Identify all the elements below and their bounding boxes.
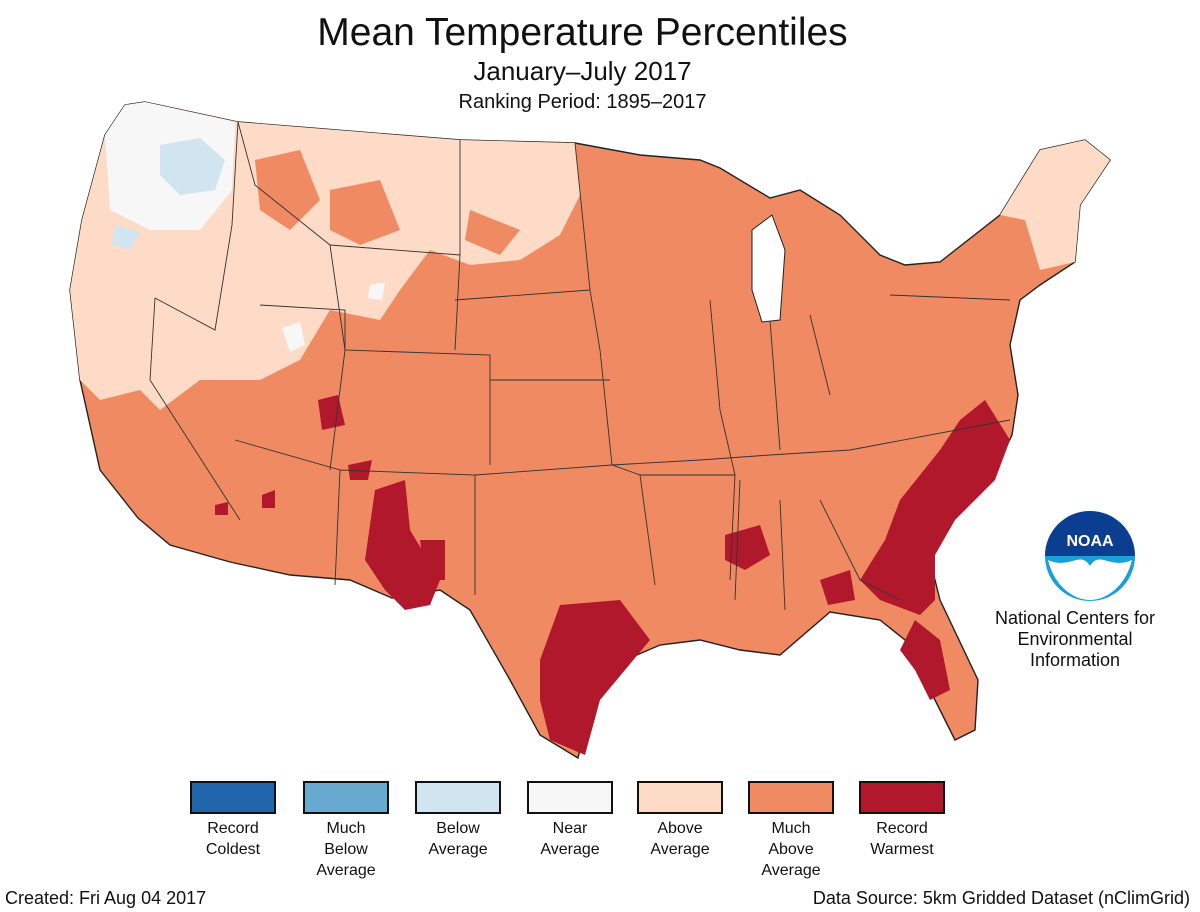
noaa-logo: NOAA	[1045, 511, 1135, 601]
lake-michigan	[751, 214, 786, 323]
much-above-patch-montana	[255, 150, 520, 255]
legend-item-below-average: Below Average	[415, 781, 501, 860]
legend-label: Much Above Average	[761, 820, 821, 879]
above-average-region-northeast	[1000, 140, 1110, 270]
legend-swatch	[415, 781, 501, 814]
legend-swatch	[527, 781, 613, 814]
legend-label: Record Coldest	[205, 820, 261, 858]
record-warmest-southeast	[860, 400, 1010, 615]
map-period: January–July 2017	[473, 56, 692, 86]
noaa-logo-text: NOAA	[1066, 533, 1114, 550]
legend-item-much-above-average: Much Above Average	[748, 781, 834, 881]
legend-item-near-average: Near Average	[527, 781, 613, 860]
below-average-patch-washington	[112, 138, 225, 250]
legend-label: Record Warmest	[870, 820, 934, 858]
legend-swatch	[303, 781, 389, 814]
created-date: Created: Fri Aug 04 2017	[5, 888, 207, 908]
legend-item-record-warmest: Record Warmest	[859, 781, 945, 860]
legend: Record Coldest Much Below Average Below …	[0, 781, 1200, 881]
legend-item-record-coldest: Record Coldest	[190, 781, 276, 860]
legend-label: Much Below Average	[316, 820, 376, 879]
legend-item-above-average: Above Average	[637, 781, 723, 860]
ranking-period: Ranking Period: 1895–2017	[458, 91, 707, 113]
legend-swatch	[637, 781, 723, 814]
state-boundaries	[149, 121, 1011, 611]
us-temperature-map	[69, 101, 1111, 760]
record-warmest-southwest-patches	[215, 395, 372, 515]
legend-label: Near Average	[540, 820, 600, 858]
legend-item-much-below-average: Much Below Average	[303, 781, 389, 881]
organization-name: National Centers for Environmental Infor…	[994, 608, 1156, 670]
record-warmest-west-texas	[365, 480, 445, 610]
legend-swatch	[859, 781, 945, 814]
record-warmest-gulf	[725, 525, 855, 605]
legend-label: Above Average	[650, 820, 710, 858]
record-warmest-texas	[540, 600, 650, 755]
legend-swatch	[748, 781, 834, 814]
legend-label: Below Average	[428, 820, 488, 858]
record-warmest-florida	[900, 620, 950, 700]
near-average-patch-utah	[282, 282, 385, 352]
map-title: Mean Temperature Percentiles	[317, 11, 848, 54]
data-source: Data Source: 5km Gridded Dataset (nClimG…	[812, 888, 1190, 908]
legend-swatch	[190, 781, 276, 814]
